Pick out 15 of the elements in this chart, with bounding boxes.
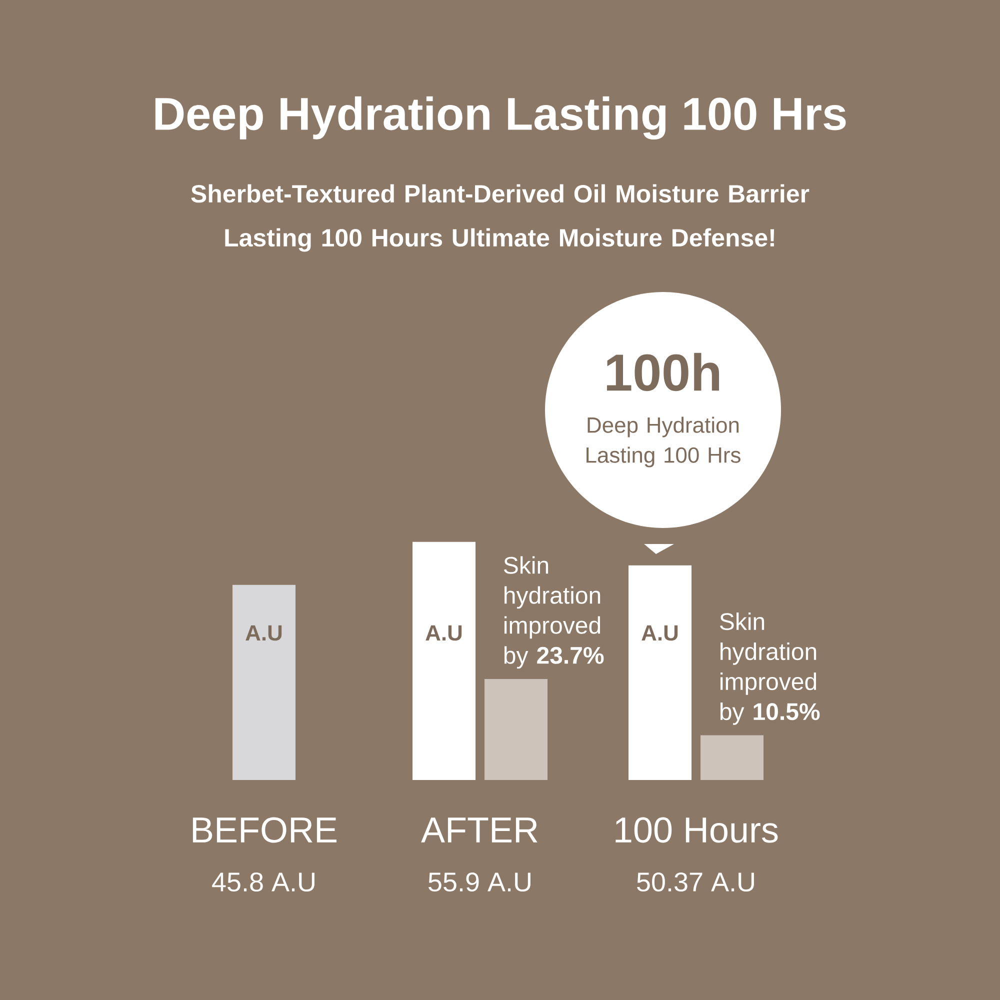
x-tick-label: AFTER bbox=[421, 818, 538, 842]
annotation: A.U bbox=[246, 625, 282, 641]
chart-title: Deep Hydration Lasting 100 Hrs bbox=[155, 96, 846, 140]
text: 100h bbox=[607, 352, 720, 392]
data-label: 50.37 A.U bbox=[637, 872, 754, 892]
x-tick-label: 100 Hours bbox=[616, 817, 778, 843]
text: Deep Hydration Lasting 100 Hrs bbox=[586, 416, 740, 468]
data-label: 45.8 A.U bbox=[212, 872, 314, 892]
annotation: A.U bbox=[426, 625, 462, 641]
chart-subtitle: Sherbet-Textured Plant-Derived Oil Moisture Barrier Lasting 100 Hours Ultimate Moisture Defense! bbox=[191, 184, 810, 252]
data-label: Skin hydration improved by 10.5% bbox=[720, 612, 820, 725]
data-label: 55.9 A.U bbox=[428, 872, 530, 892]
x-tick-label: BEFORE bbox=[192, 817, 336, 843]
data-label: Skin hydration improved by 23.7% bbox=[504, 556, 604, 669]
annotation: A.U bbox=[642, 625, 678, 641]
